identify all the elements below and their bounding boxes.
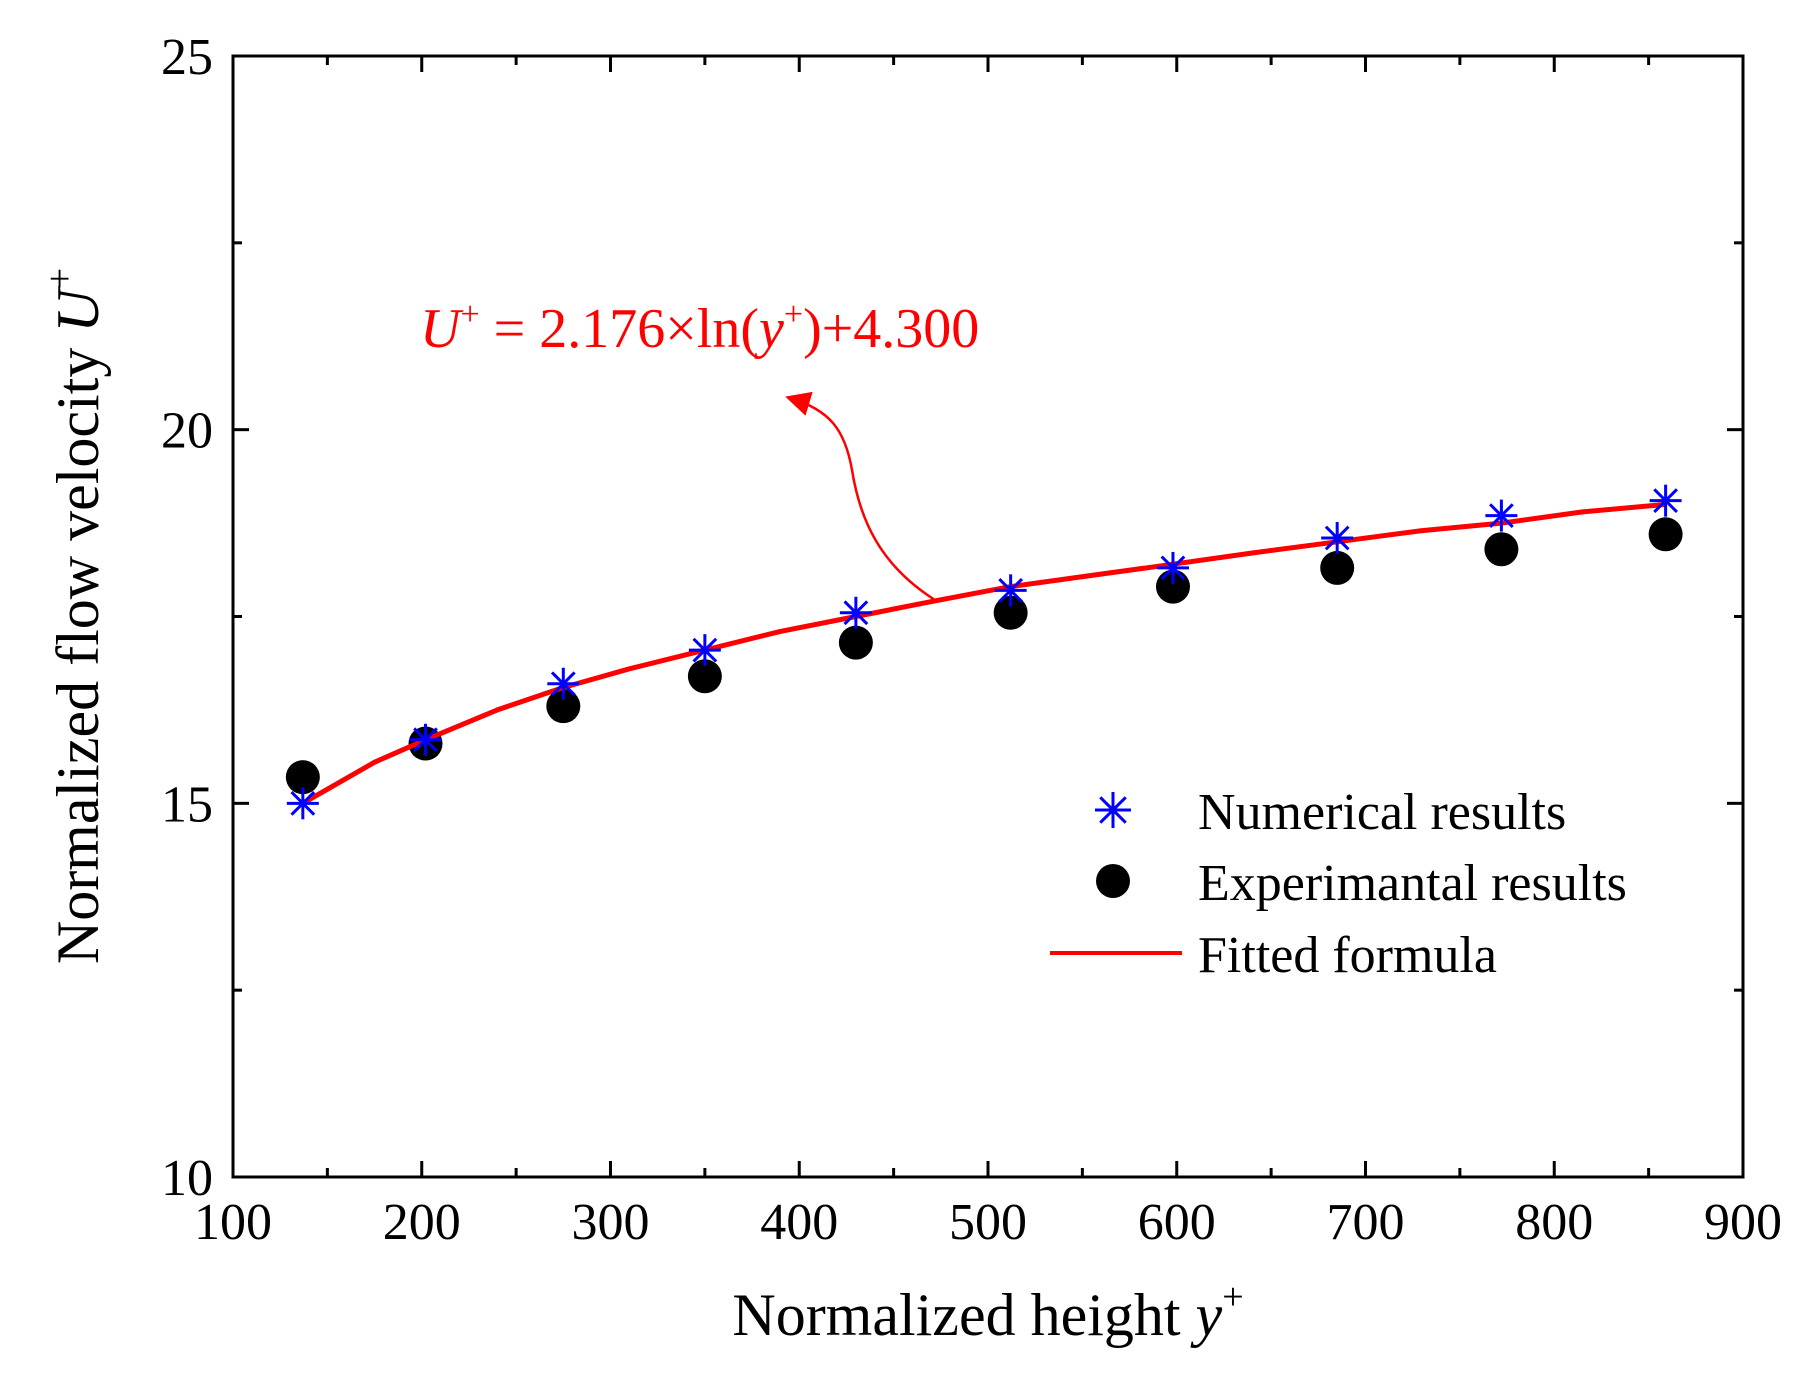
x-tick-label: 400 xyxy=(760,1194,838,1251)
x-axis-label-text: Normalized height xyxy=(732,1282,1181,1348)
asterisk-stroke xyxy=(1160,555,1186,581)
numerical-point xyxy=(1321,522,1354,555)
y-axis-label-var: U xyxy=(45,286,111,333)
plot-frame xyxy=(231,54,1745,1179)
x-tick-label: 100 xyxy=(194,1194,272,1251)
y-axis-label: Normalized flow velocity U+ xyxy=(39,268,111,964)
experimental-point xyxy=(546,689,581,724)
asterisk-stroke xyxy=(843,600,869,626)
numerical-point xyxy=(839,596,872,629)
numerical-point xyxy=(688,634,721,667)
x-tick-label: 700 xyxy=(1327,1194,1405,1251)
x-tick-label: 500 xyxy=(949,1194,1027,1251)
x-tick-label: 900 xyxy=(1704,1194,1782,1251)
annotation-main: = 2.176×ln( xyxy=(480,298,759,360)
annotation-arrow xyxy=(785,391,936,602)
x-axis-label-var: y xyxy=(1190,1282,1223,1348)
x-tick-label: 800 xyxy=(1515,1194,1593,1251)
y-tick-label: 25 xyxy=(161,29,213,86)
legend-label-experimental: Experimantal results xyxy=(1198,855,1627,912)
asterisk-stroke xyxy=(413,727,438,753)
plot-marks xyxy=(285,484,1683,820)
asterisk-stroke xyxy=(692,637,718,663)
numerical-point xyxy=(1485,499,1518,532)
annotation-sup-y: + xyxy=(784,296,803,333)
x-tick-label: 600 xyxy=(1138,1194,1216,1251)
experimental-point xyxy=(1484,532,1519,567)
tick-labels: 100 200 300 400 500 600 700 800 900 10 15 20 25 xyxy=(161,29,1782,1251)
legend-label-fitted: Fitted formula xyxy=(1198,927,1497,984)
experimental-point xyxy=(838,625,873,660)
y-axis-label-text: Normalized flow velocity xyxy=(45,348,111,964)
y-tick-label: 15 xyxy=(161,776,213,833)
x-axis-label-sup: + xyxy=(1222,1276,1243,1318)
asterisk-stroke xyxy=(1099,796,1127,824)
experimental-point xyxy=(1648,517,1683,552)
numerical-point xyxy=(994,574,1027,607)
asterisk-stroke xyxy=(550,671,576,697)
x-axis-label: Normalized height y+ xyxy=(732,1276,1243,1348)
y-axis-label-sup: + xyxy=(39,268,81,289)
legend-label-numerical: Numerical results xyxy=(1198,784,1566,841)
x-tick-label: 200 xyxy=(383,1194,461,1251)
annotation-sup-u: + xyxy=(460,296,479,333)
y-tick-label: 10 xyxy=(161,1150,213,1207)
asterisk-stroke xyxy=(1324,525,1350,551)
annotation-tail: )+4.300 xyxy=(803,298,979,360)
fitted-formula-line xyxy=(301,501,1666,806)
fit-formula-annotation: U+ = 2.176×ln(y+)+4.300 xyxy=(420,296,979,360)
asterisk-stroke xyxy=(1653,488,1678,514)
experimental-point xyxy=(285,760,320,795)
numerical-point xyxy=(1649,484,1682,517)
annotation-var-u: U xyxy=(420,298,464,360)
experimental-point xyxy=(687,659,722,694)
legend: Numerical results Experimantal results F… xyxy=(1050,784,1627,984)
asterisk-stroke xyxy=(998,577,1024,603)
asterisk-stroke xyxy=(290,790,316,816)
numerical-point xyxy=(1156,551,1189,584)
legend-asterisk xyxy=(1095,792,1131,828)
experimental-point xyxy=(1320,550,1355,585)
numerical-point xyxy=(409,723,442,756)
annotation-var-y: y xyxy=(754,298,784,360)
numerical-point xyxy=(547,667,580,700)
asterisk-stroke xyxy=(1489,503,1514,528)
numerical-point xyxy=(286,787,319,820)
y-tick-label: 20 xyxy=(161,403,213,460)
axis-ticks xyxy=(231,54,1745,1179)
legend-symbol-experimental xyxy=(1096,864,1130,898)
experimental-point xyxy=(993,595,1028,630)
legend-symbol-numerical xyxy=(1095,792,1131,828)
x-tick-label: 300 xyxy=(572,1194,650,1251)
